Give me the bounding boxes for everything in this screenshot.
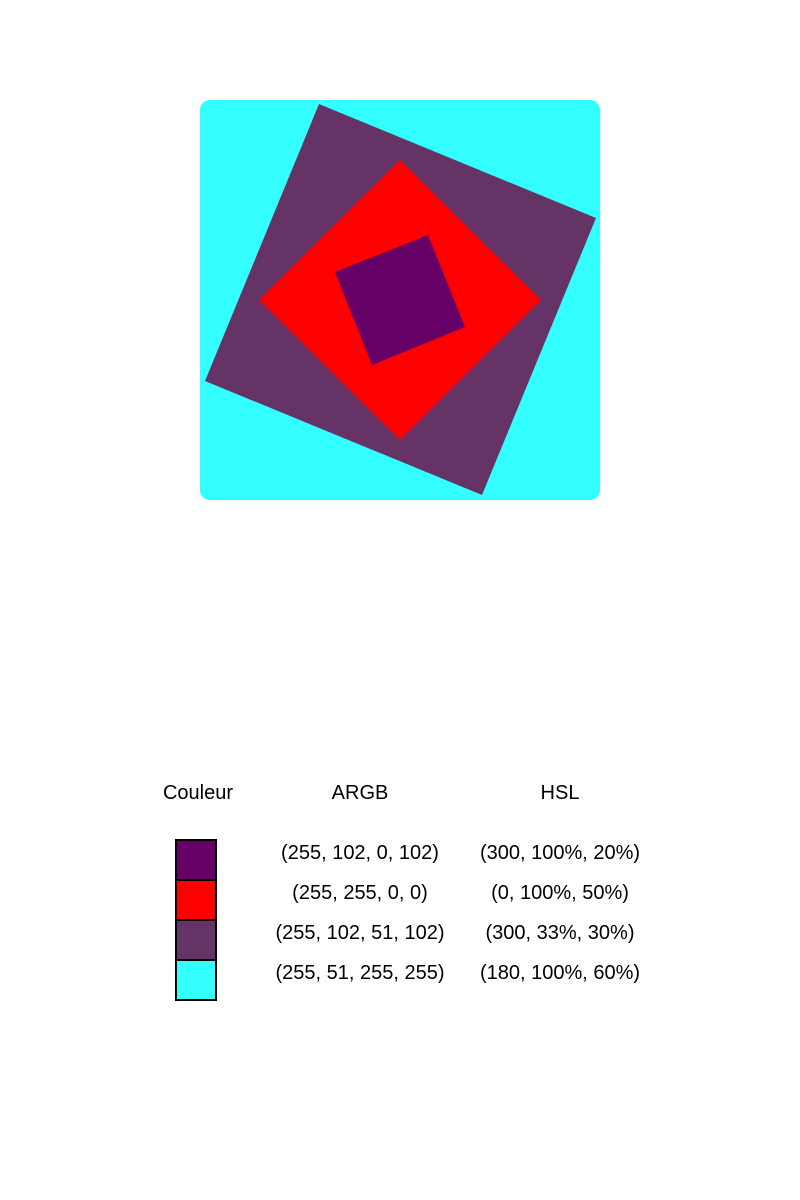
legend-row-hsl: (180, 100%, 60%) — [479, 962, 641, 984]
legend-row-argb: (255, 255, 0, 0) — [292, 882, 428, 904]
legend-row-argb: (255, 102, 0, 102) — [281, 842, 439, 864]
legend-header-argb: ARGB — [331, 782, 389, 804]
legend-row-hsl: (300, 100%, 20%) — [479, 842, 641, 864]
inner-dark-purple-square — [335, 235, 465, 365]
swatch-muted-purple — [175, 919, 217, 961]
legend-header-color: Couleur — [162, 782, 234, 804]
swatch-red — [175, 879, 217, 921]
legend-row-argb: (255, 102, 51, 102) — [275, 922, 445, 944]
legend-row-argb: (255, 51, 255, 255) — [275, 962, 445, 984]
legend-header-hsl: HSL — [540, 782, 580, 804]
legend-row-hsl: (300, 33%, 30%) — [485, 922, 635, 944]
legend-row-hsl: (0, 100%, 50%) — [491, 882, 629, 904]
swatch-cyan — [175, 959, 217, 1001]
swatch-dark-purple — [175, 839, 217, 881]
